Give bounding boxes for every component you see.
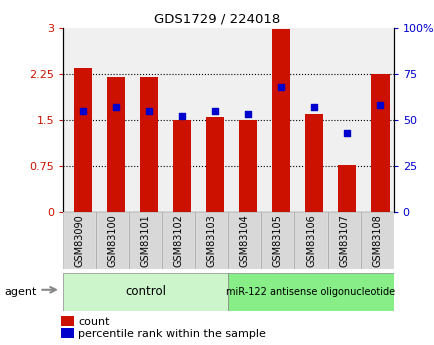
- Point: [112, 104, 119, 110]
- Point: [79, 108, 86, 114]
- Bar: [228, 212, 261, 269]
- Bar: [305, 114, 323, 212]
- Bar: [107, 77, 125, 212]
- Text: GDS1729 / 224018: GDS1729 / 224018: [154, 12, 280, 25]
- Bar: [338, 165, 356, 212]
- Bar: [360, 212, 393, 269]
- Bar: [129, 212, 162, 269]
- Point: [178, 114, 185, 119]
- Text: GSM83107: GSM83107: [339, 214, 348, 267]
- Bar: [272, 29, 290, 212]
- Point: [211, 108, 218, 114]
- Text: agent: agent: [4, 287, 36, 296]
- Bar: [360, 212, 393, 269]
- Bar: [371, 74, 389, 212]
- Text: GSM83105: GSM83105: [273, 214, 282, 267]
- Text: GSM83103: GSM83103: [207, 214, 216, 267]
- Bar: [63, 212, 96, 269]
- Bar: [228, 273, 393, 310]
- Bar: [162, 212, 195, 269]
- Bar: [63, 212, 96, 269]
- Text: GSM83090: GSM83090: [75, 214, 84, 267]
- Bar: [195, 212, 228, 269]
- Bar: [239, 120, 257, 212]
- Bar: [162, 212, 195, 269]
- Text: count: count: [78, 317, 109, 326]
- Bar: [294, 212, 327, 269]
- Bar: [129, 212, 162, 269]
- Bar: [173, 120, 191, 212]
- Text: percentile rank within the sample: percentile rank within the sample: [78, 329, 266, 338]
- Bar: [294, 212, 327, 269]
- Bar: [327, 212, 360, 269]
- Bar: [74, 68, 92, 212]
- Bar: [63, 273, 228, 310]
- Bar: [261, 212, 294, 269]
- Point: [343, 130, 350, 136]
- Point: [277, 84, 284, 89]
- Point: [376, 102, 383, 108]
- Text: GSM83102: GSM83102: [174, 214, 183, 267]
- Bar: [96, 212, 129, 269]
- Point: [310, 104, 317, 110]
- Point: [244, 111, 251, 117]
- Text: GSM83104: GSM83104: [240, 214, 249, 267]
- Text: GSM83101: GSM83101: [141, 214, 150, 267]
- Bar: [140, 77, 158, 212]
- Text: GSM83100: GSM83100: [108, 214, 117, 267]
- Bar: [195, 212, 228, 269]
- Bar: [261, 212, 294, 269]
- Bar: [228, 212, 261, 269]
- Bar: [96, 212, 129, 269]
- Bar: [206, 117, 224, 212]
- Text: miR-122 antisense oligonucleotide: miR-122 antisense oligonucleotide: [226, 287, 395, 296]
- Point: [145, 108, 152, 114]
- Text: GSM83106: GSM83106: [306, 214, 315, 267]
- Text: GSM83108: GSM83108: [372, 214, 381, 267]
- Text: control: control: [125, 285, 166, 298]
- Bar: [327, 212, 360, 269]
